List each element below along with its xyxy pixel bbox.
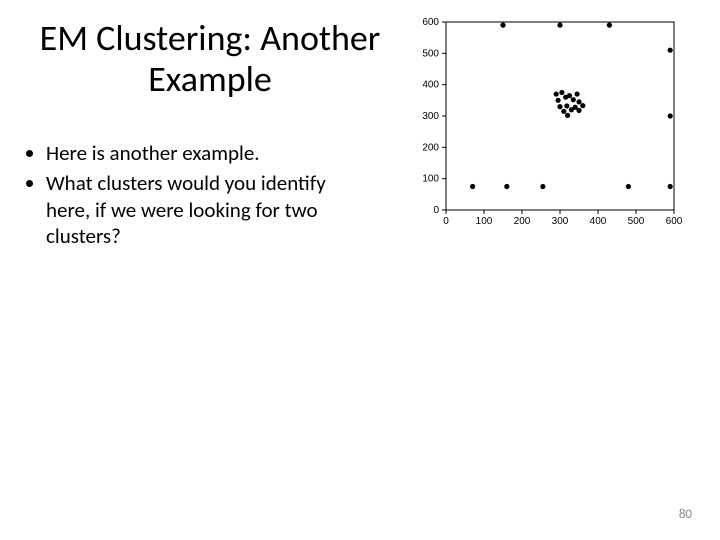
svg-text:0: 0 [433, 205, 439, 216]
bullet-item: What clusters would you identify here, i… [46, 170, 366, 249]
bullet-list: Here is another example. What clusters w… [26, 140, 366, 253]
svg-text:200: 200 [422, 142, 439, 153]
page-number: 80 [679, 507, 692, 522]
slide: EM Clustering: Another Example Here is a… [0, 0, 720, 540]
svg-text:500: 500 [422, 48, 439, 59]
svg-text:300: 300 [552, 216, 569, 227]
svg-text:400: 400 [422, 80, 439, 91]
svg-text:300: 300 [422, 111, 439, 122]
svg-text:0: 0 [443, 216, 449, 227]
svg-text:600: 600 [422, 17, 439, 28]
svg-text:100: 100 [422, 174, 439, 185]
svg-text:100: 100 [476, 216, 493, 227]
svg-text:200: 200 [514, 216, 531, 227]
bullet-item: Here is another example. [46, 140, 366, 166]
svg-text:400: 400 [590, 216, 607, 227]
slide-title: EM Clustering: Another Example [30, 18, 390, 101]
svg-text:600: 600 [666, 216, 683, 227]
scatter-chart: 0 100 200 300 400 500 600 0 100 200 300 400 500 600 [400, 14, 700, 234]
svg-text:500: 500 [628, 216, 645, 227]
